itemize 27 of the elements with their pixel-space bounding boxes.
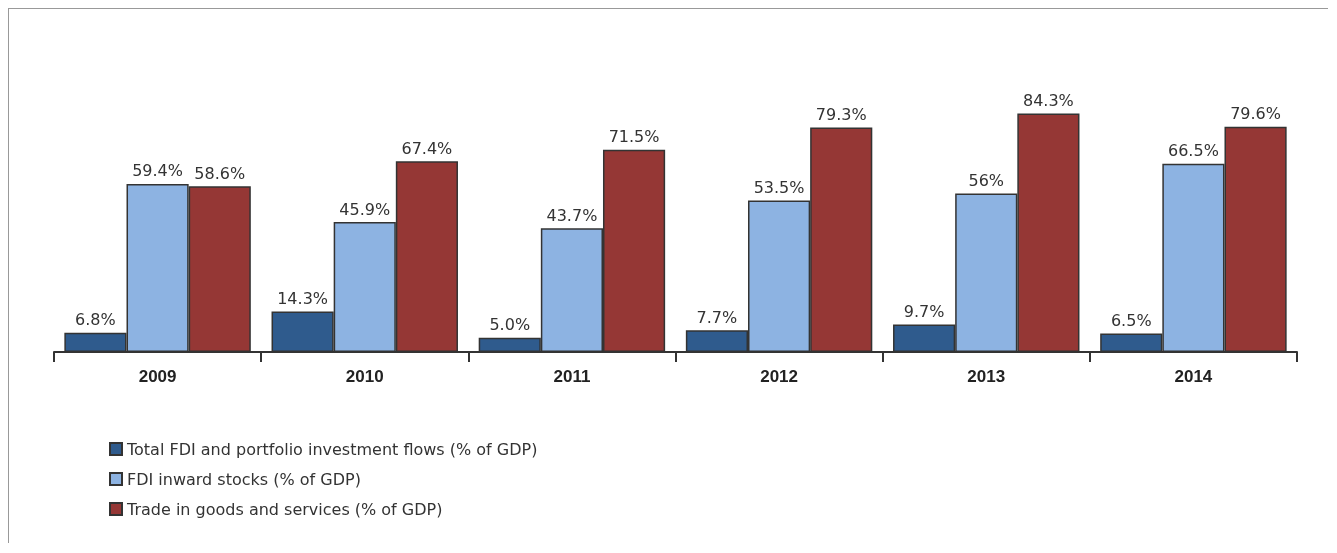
data-label: 66.5% bbox=[1168, 141, 1219, 161]
legend-label: Total FDI and portfolio investment flows (% of GDP) bbox=[126, 439, 538, 459]
data-label: 45.9% bbox=[339, 199, 391, 219]
data-label: 56% bbox=[968, 171, 1005, 191]
data-label: 5.0% bbox=[489, 315, 531, 335]
data-label: 84.3% bbox=[1022, 90, 1074, 110]
data-label: 67.4% bbox=[401, 138, 453, 158]
x-tick-label: 2013 bbox=[967, 367, 1006, 386]
data-label: 6.5% bbox=[1110, 311, 1152, 331]
data-label: 71.5% bbox=[608, 127, 660, 147]
data-label: 6.8% bbox=[75, 310, 116, 330]
x-tick-label: 2011 bbox=[553, 367, 591, 386]
x-tick-label: 2009 bbox=[138, 367, 177, 386]
x-tick-label: 2012 bbox=[760, 367, 798, 386]
data-label: 7.7% bbox=[696, 307, 738, 327]
x-tick-label: 2010 bbox=[345, 367, 384, 386]
data-label: 43.7% bbox=[546, 205, 598, 225]
data-label: 59.4% bbox=[132, 161, 183, 181]
x-tick-label: 2014 bbox=[1174, 367, 1213, 386]
legend-label: FDI inward stocks (% of GDP) bbox=[127, 469, 361, 489]
data-label: 9.7% bbox=[903, 302, 945, 322]
data-label: 58.6% bbox=[194, 163, 246, 183]
data-label: 79.3% bbox=[815, 105, 867, 125]
data-label: 14.3% bbox=[277, 289, 329, 309]
data-label: 79.6% bbox=[1230, 104, 1281, 124]
data-label: 53.5% bbox=[753, 178, 805, 198]
legend-label: Trade in goods and services (% of GDP) bbox=[126, 499, 443, 519]
